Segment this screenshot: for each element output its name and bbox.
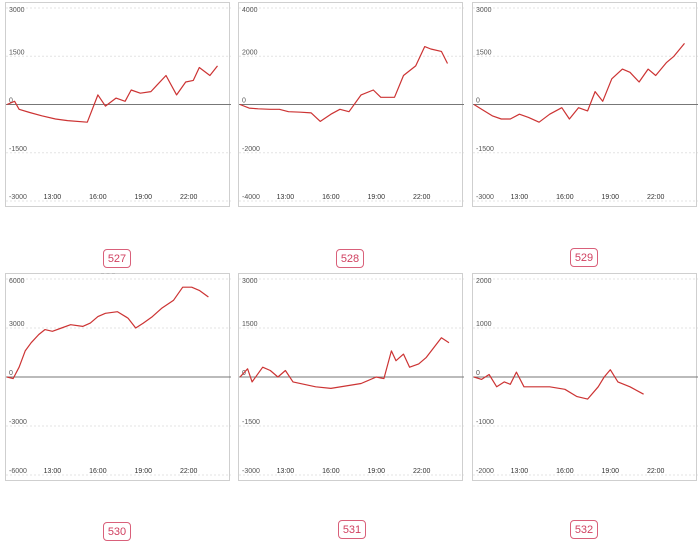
y-tick-label: -1000	[476, 419, 494, 426]
x-tick-label: 19:00	[368, 194, 386, 201]
y-tick-label: -1500	[9, 146, 27, 153]
x-tick-label: 16:00	[322, 468, 340, 475]
chart-panel-528: 4000 2000 0 -2000 -4000 13:00 16:00 19:00 22:00	[238, 2, 464, 207]
x-tick-label: 22:00	[647, 468, 665, 475]
x-tick-label: 16:00	[556, 194, 574, 201]
y-tick-label: 3000	[9, 321, 25, 328]
chart-panel-527: 3000 1500 0 -1500 -3000 13:00 16:00 19:00 22:00	[5, 2, 231, 207]
chart-label-532: 532	[570, 520, 598, 539]
chart-label-530: 530	[103, 522, 131, 541]
line-chart-527: 3000 1500 0 -1500 -3000 13:00 16:00 19:00 22:00	[6, 7, 231, 202]
x-tick-label: 16:00	[89, 468, 107, 475]
y-tick-label: 3000	[242, 278, 258, 285]
chart-panel-530: 6000 3000 0 -3000 -6000 13:00 16:00 19:00 22:00	[5, 273, 231, 481]
chart-label-531: 531	[338, 520, 366, 539]
y-tick-label: -3000	[9, 419, 27, 426]
x-tick-label: 13:00	[44, 468, 62, 475]
y-tick-label: -1500	[476, 146, 494, 153]
line-chart-530: 6000 3000 0 -3000 -6000 13:00 16:00 19:00 22:00	[6, 278, 231, 476]
y-tick-label: 6000	[9, 278, 25, 285]
y-tick-label: 2000	[476, 278, 492, 285]
y-tick-label: 2000	[242, 49, 258, 56]
x-tick-label: 22:00	[180, 194, 198, 201]
series-line	[6, 286, 209, 380]
y-tick-label: 1500	[476, 49, 492, 56]
y-tick-label: 3000	[9, 7, 25, 14]
y-tick-label: 1000	[476, 321, 492, 328]
y-tick-label: -3000	[476, 194, 494, 201]
y-tick-label: 4000	[242, 7, 258, 14]
y-tick-label: -6000	[9, 468, 27, 475]
y-tick-label: 1500	[242, 321, 258, 328]
divider	[101, 273, 115, 274]
series-line	[239, 45, 449, 123]
chart-panel-531: 3000 1500 0 -1500 -3000 13:00 16:00 19:00 22:00	[238, 273, 464, 481]
y-tick-label: -2000	[476, 468, 494, 475]
y-tick-label: -1500	[242, 419, 260, 426]
y-tick-label: 3000	[476, 7, 492, 14]
line-chart-528: 4000 2000 0 -2000 -4000 13:00 16:00 19:00 22:00	[239, 7, 464, 202]
x-tick-label: 13:00	[511, 468, 529, 475]
x-tick-label: 13:00	[44, 194, 62, 201]
y-tick-label: 0	[9, 98, 13, 105]
y-tick-label: 0	[476, 98, 480, 105]
series-line	[473, 369, 644, 400]
x-tick-label: 22:00	[413, 194, 431, 201]
y-tick-label: -4000	[242, 194, 260, 201]
y-tick-label: 0	[476, 370, 480, 377]
x-tick-label: 22:00	[180, 468, 198, 475]
line-chart-532: 2000 1000 0 -1000 -2000 13:00 16:00 19:00 22:00	[473, 278, 698, 476]
x-tick-label: 19:00	[602, 194, 620, 201]
x-tick-label: 13:00	[511, 194, 529, 201]
x-tick-label: 19:00	[602, 468, 620, 475]
chart-label-529: 529	[570, 248, 598, 267]
x-tick-label: 22:00	[413, 468, 431, 475]
chart-panel-532: 2000 1000 0 -1000 -2000 13:00 16:00 19:00 22:00	[472, 273, 698, 481]
y-tick-label: 0	[242, 98, 246, 105]
chart-label-528: 528	[336, 249, 364, 268]
y-tick-label: -3000	[9, 194, 27, 201]
y-tick-label: -2000	[242, 146, 260, 153]
series-line	[6, 65, 218, 123]
y-tick-label: 0	[9, 370, 13, 377]
x-tick-label: 19:00	[135, 468, 153, 475]
chart-panel-529: 3000 1500 0 -1500 -3000 13:00 16:00 19:00 22:00	[472, 2, 698, 207]
x-tick-label: 22:00	[647, 194, 665, 201]
chart-label-527: 527	[103, 249, 131, 268]
x-tick-label: 16:00	[322, 194, 340, 201]
x-tick-label: 13:00	[277, 468, 295, 475]
line-chart-529: 3000 1500 0 -1500 -3000 13:00 16:00 19:00 22:00	[473, 7, 698, 202]
x-tick-label: 19:00	[368, 468, 386, 475]
x-tick-label: 13:00	[277, 194, 295, 201]
series-line	[473, 43, 685, 123]
y-tick-label: -3000	[242, 468, 260, 475]
y-tick-label: 1500	[9, 49, 25, 56]
x-tick-label: 16:00	[89, 194, 107, 201]
x-tick-label: 16:00	[556, 468, 574, 475]
x-tick-label: 19:00	[135, 194, 153, 201]
series-line	[239, 337, 450, 390]
